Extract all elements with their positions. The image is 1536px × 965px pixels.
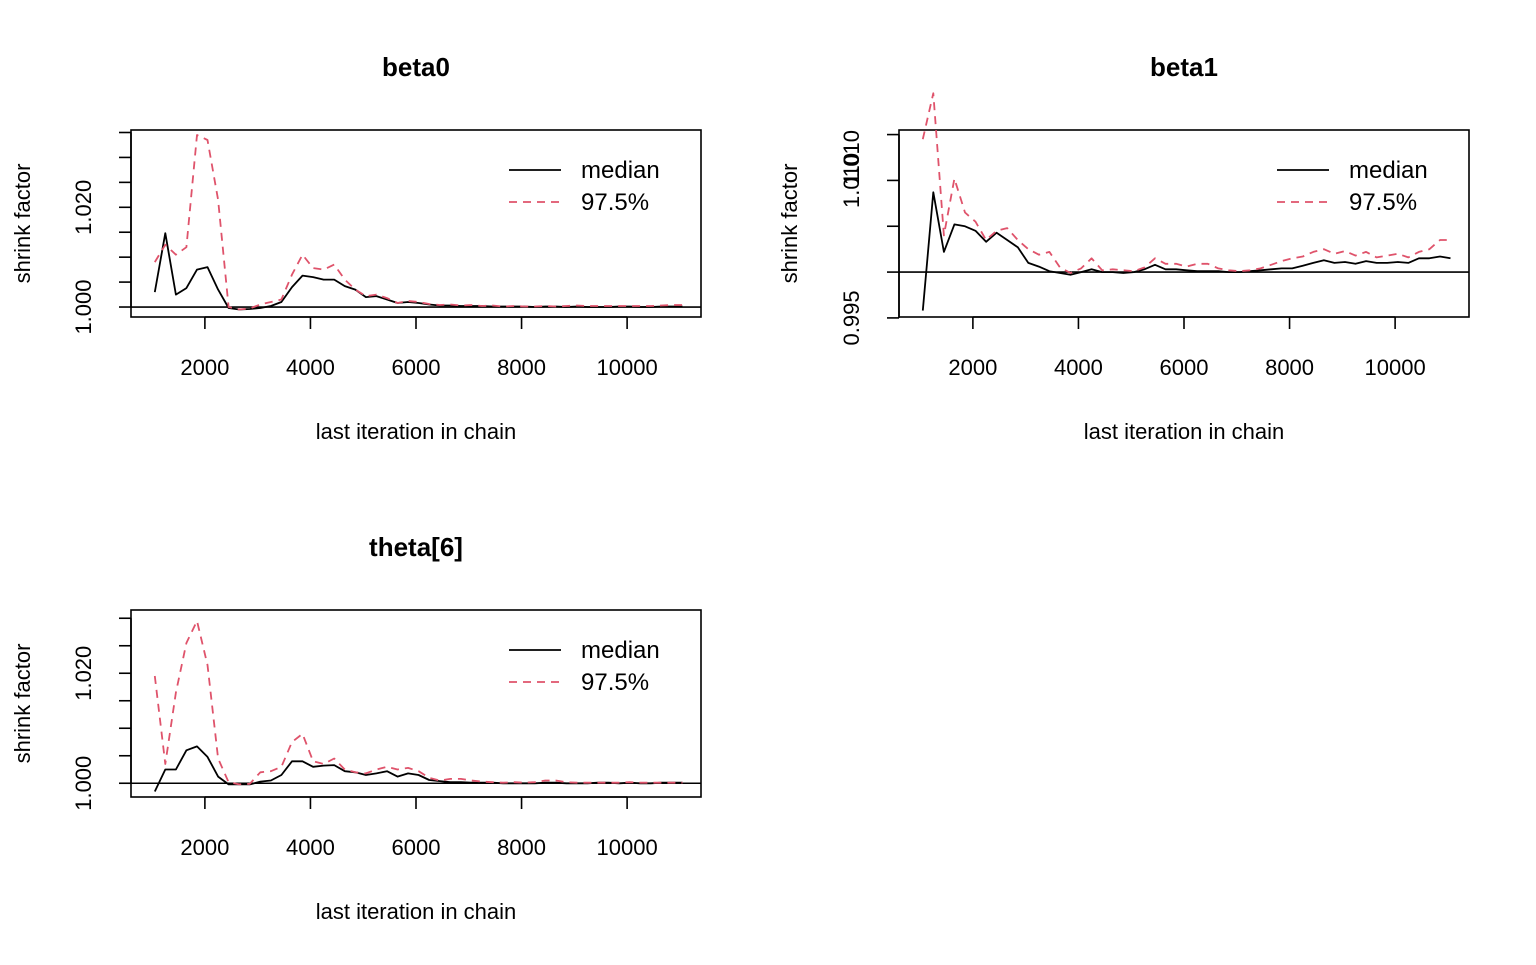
y-axis-label: shrink factor xyxy=(10,644,35,764)
legend-label: median xyxy=(581,637,660,664)
x-axis: 2000 4000 6000 8000 10000 xyxy=(180,316,658,380)
legend: median 97.5% xyxy=(1277,157,1428,216)
y-tick-label: 1.010 xyxy=(839,153,864,208)
x-axis: 2000 4000 6000 8000 10000 xyxy=(180,796,658,860)
y-axis: 1.000 1.020 xyxy=(71,617,132,811)
series-line-median xyxy=(153,745,683,792)
legend-label: median xyxy=(581,157,660,184)
x-tick-label: 2000 xyxy=(180,355,229,380)
y-axis: 1.000 1.020 xyxy=(71,131,132,335)
y-tick-label: 1.020 xyxy=(71,646,96,701)
series-line-97-5 xyxy=(154,134,683,311)
x-axis: 2000 4000 6000 8000 10000 xyxy=(948,316,1426,380)
x-axis-label: last iteration in chain xyxy=(316,899,517,924)
y-tick-label: 0.995 xyxy=(839,290,864,345)
y-axis-label: shrink factor xyxy=(10,164,35,284)
chart-title: beta1 xyxy=(1150,52,1218,82)
y-tick-label: 1.010 xyxy=(839,130,864,185)
y-axis-label: shrink factor xyxy=(777,164,802,284)
x-tick-label: 6000 xyxy=(1160,355,1209,380)
x-tick-label: 6000 xyxy=(392,355,441,380)
chart-title: theta[6] xyxy=(369,532,463,562)
legend-label: median xyxy=(1349,157,1428,184)
x-tick-label: 8000 xyxy=(497,355,546,380)
x-axis-label: last iteration in chain xyxy=(1084,419,1285,444)
x-tick-label: 10000 xyxy=(597,355,658,380)
series-line-97-5 xyxy=(153,620,683,786)
chart-panel-2: theta[6] 2000 4000 6000 8000 10000 last iterat… xyxy=(10,532,702,924)
x-tick-label: 4000 xyxy=(286,355,335,380)
y-tick-label: 1.000 xyxy=(71,756,96,811)
x-tick-label: 2000 xyxy=(948,355,997,380)
series-line-median xyxy=(153,232,683,311)
chart-panel-1: beta1 2000 4000 6000 8000 10000 last iteration… xyxy=(777,52,1470,444)
x-tick-label: 6000 xyxy=(392,835,441,860)
x-tick-label: 10000 xyxy=(1365,355,1426,380)
x-tick-label: 8000 xyxy=(1265,355,1314,380)
x-tick-label: 4000 xyxy=(1054,355,1103,380)
chart-panel-0: beta0 2000 4000 6000 8000 10000 last iteration… xyxy=(10,52,702,444)
legend: median 97.5% xyxy=(509,637,660,696)
x-tick-label: 4000 xyxy=(286,835,335,860)
x-tick-label: 10000 xyxy=(597,835,658,860)
legend: median 97.5% xyxy=(509,157,660,216)
legend-label: 97.5% xyxy=(1349,189,1417,216)
y-tick-label: 1.000 xyxy=(71,279,96,334)
chart-title: beta0 xyxy=(382,52,450,82)
series-line-median xyxy=(921,191,1451,311)
x-tick-label: 8000 xyxy=(497,835,546,860)
legend-label: 97.5% xyxy=(581,669,649,696)
y-tick-label: 1.020 xyxy=(71,180,96,235)
x-axis-label: last iteration in chain xyxy=(316,419,517,444)
series-line-97-5 xyxy=(921,92,1451,274)
x-tick-label: 2000 xyxy=(180,835,229,860)
legend-label: 97.5% xyxy=(581,189,649,216)
